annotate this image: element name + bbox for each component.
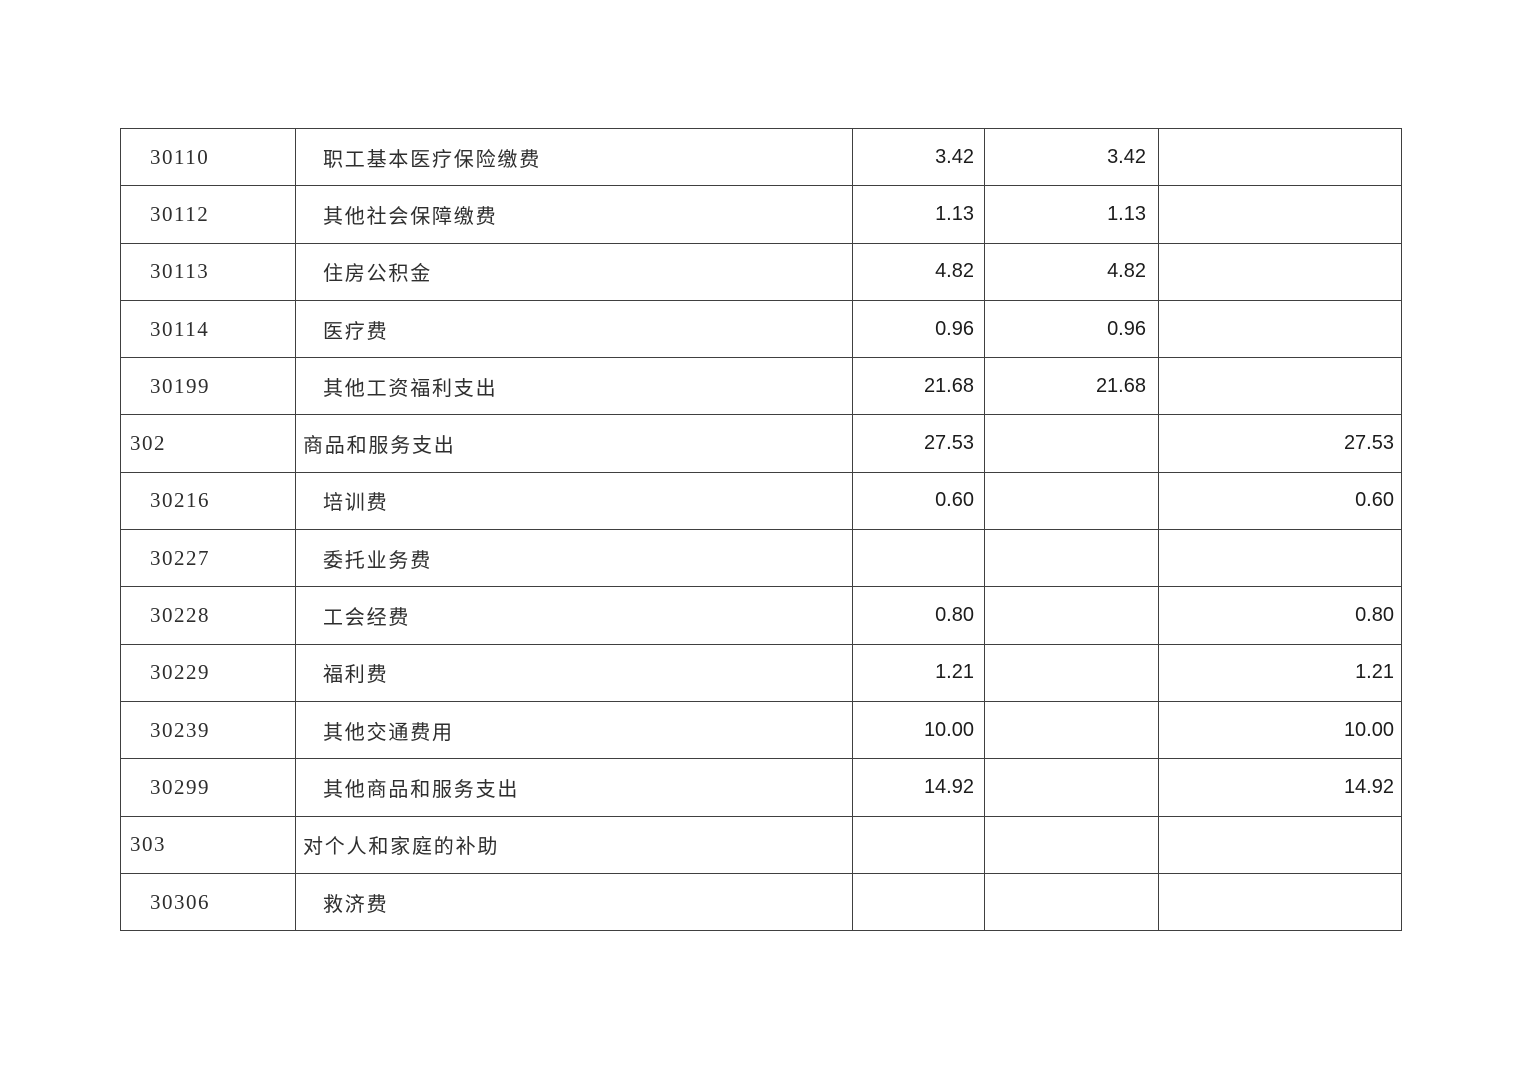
value-cell: 0.60 [1158,471,1402,531]
value-cell: 21.68 [852,357,985,416]
value-cell [984,414,1159,473]
item-name-cell: 培训费 [295,471,853,531]
value-cell [1158,242,1402,301]
economic-code-cell: 30113 [120,242,296,301]
value-cell: 0.60 [852,471,985,531]
table-row: 30306 救济费 [120,872,1402,932]
value-cell [984,758,1159,817]
item-name-cell: 医疗费 [295,299,853,359]
item-name-cell: 福利费 [295,643,853,702]
value-cell [984,643,1159,702]
value-cell: 27.53 [1158,414,1402,473]
value-cell: 10.00 [1158,700,1402,760]
value-cell: 1.13 [984,185,1159,244]
value-cell [984,471,1159,531]
value-cell [984,529,1159,588]
economic-code-cell: 30199 [120,357,296,416]
economic-code-cell: 30239 [120,700,296,760]
table-row: 30110 职工基本医疗保险缴费 3.42 3.42 [120,127,1402,187]
item-name-cell: 其他交通费用 [295,700,853,760]
value-cell: 0.80 [1158,586,1402,645]
table-row: 30216 培训费 0.60 0.60 [120,471,1402,531]
value-cell [852,872,985,932]
item-name-cell: 其他商品和服务支出 [295,758,853,817]
table-row: 30228 工会经费 0.80 0.80 [120,586,1402,645]
table-row: 302 商品和服务支出 27.53 27.53 [120,414,1402,473]
value-cell: 1.13 [852,185,985,244]
value-cell: 1.21 [852,643,985,702]
value-cell [984,586,1159,645]
economic-code-cell: 30229 [120,643,296,702]
value-cell: 0.96 [852,299,985,359]
economic-code-cell: 30228 [120,586,296,645]
expenditure-classification-table: 30110 职工基本医疗保险缴费 3.42 3.42 30112 其他社会保障缴… [120,127,1402,932]
economic-code-cell: 302 [120,414,296,473]
table-row: 30199 其他工资福利支出 21.68 21.68 [120,357,1402,416]
table-row: 30113 住房公积金 4.82 4.82 [120,242,1402,301]
value-cell [984,815,1159,874]
value-cell: 4.82 [852,242,985,301]
table-row: 30114 医疗费 0.96 0.96 [120,299,1402,359]
item-name-cell: 其他社会保障缴费 [295,185,853,244]
item-name-cell: 住房公积金 [295,242,853,301]
value-cell: 14.92 [1158,758,1402,817]
value-cell: 3.42 [852,127,985,187]
value-cell [1158,872,1402,932]
item-name-cell: 商品和服务支出 [295,414,853,473]
value-cell [1158,815,1402,874]
value-cell [984,700,1159,760]
value-cell: 0.80 [852,586,985,645]
item-name-cell: 对个人和家庭的补助 [295,815,853,874]
value-cell: 1.21 [1158,643,1402,702]
value-cell [984,872,1159,932]
economic-code-cell: 30114 [120,299,296,359]
item-name-cell: 职工基本医疗保险缴费 [295,127,853,187]
table-row: 30229 福利费 1.21 1.21 [120,643,1402,702]
value-cell: 0.96 [984,299,1159,359]
value-cell: 14.92 [852,758,985,817]
value-cell [1158,299,1402,359]
item-name-cell: 工会经费 [295,586,853,645]
economic-code-cell: 303 [120,815,296,874]
value-cell [1158,357,1402,416]
economic-code-cell: 30216 [120,471,296,531]
table-row: 30227 委托业务费 [120,529,1402,588]
table-row: 30112 其他社会保障缴费 1.13 1.13 [120,185,1402,244]
value-cell [1158,127,1402,187]
value-cell [852,529,985,588]
value-cell [1158,185,1402,244]
budget-table-container: 30110 职工基本医疗保险缴费 3.42 3.42 30112 其他社会保障缴… [120,127,1402,932]
item-name-cell: 委托业务费 [295,529,853,588]
item-name-cell: 其他工资福利支出 [295,357,853,416]
economic-code-cell: 30112 [120,185,296,244]
value-cell: 10.00 [852,700,985,760]
value-cell: 27.53 [852,414,985,473]
value-cell: 4.82 [984,242,1159,301]
value-cell: 21.68 [984,357,1159,416]
value-cell [1158,529,1402,588]
economic-code-cell: 30110 [120,127,296,187]
value-cell [852,815,985,874]
table-row: 30239 其他交通费用 10.00 10.00 [120,700,1402,760]
table-row: 303 对个人和家庭的补助 [120,815,1402,874]
table-body: 30110 职工基本医疗保险缴费 3.42 3.42 30112 其他社会保障缴… [120,127,1402,932]
economic-code-cell: 30306 [120,872,296,932]
item-name-cell: 救济费 [295,872,853,932]
table-row: 30299 其他商品和服务支出 14.92 14.92 [120,758,1402,817]
economic-code-cell: 30227 [120,529,296,588]
economic-code-cell: 30299 [120,758,296,817]
value-cell: 3.42 [984,127,1159,187]
